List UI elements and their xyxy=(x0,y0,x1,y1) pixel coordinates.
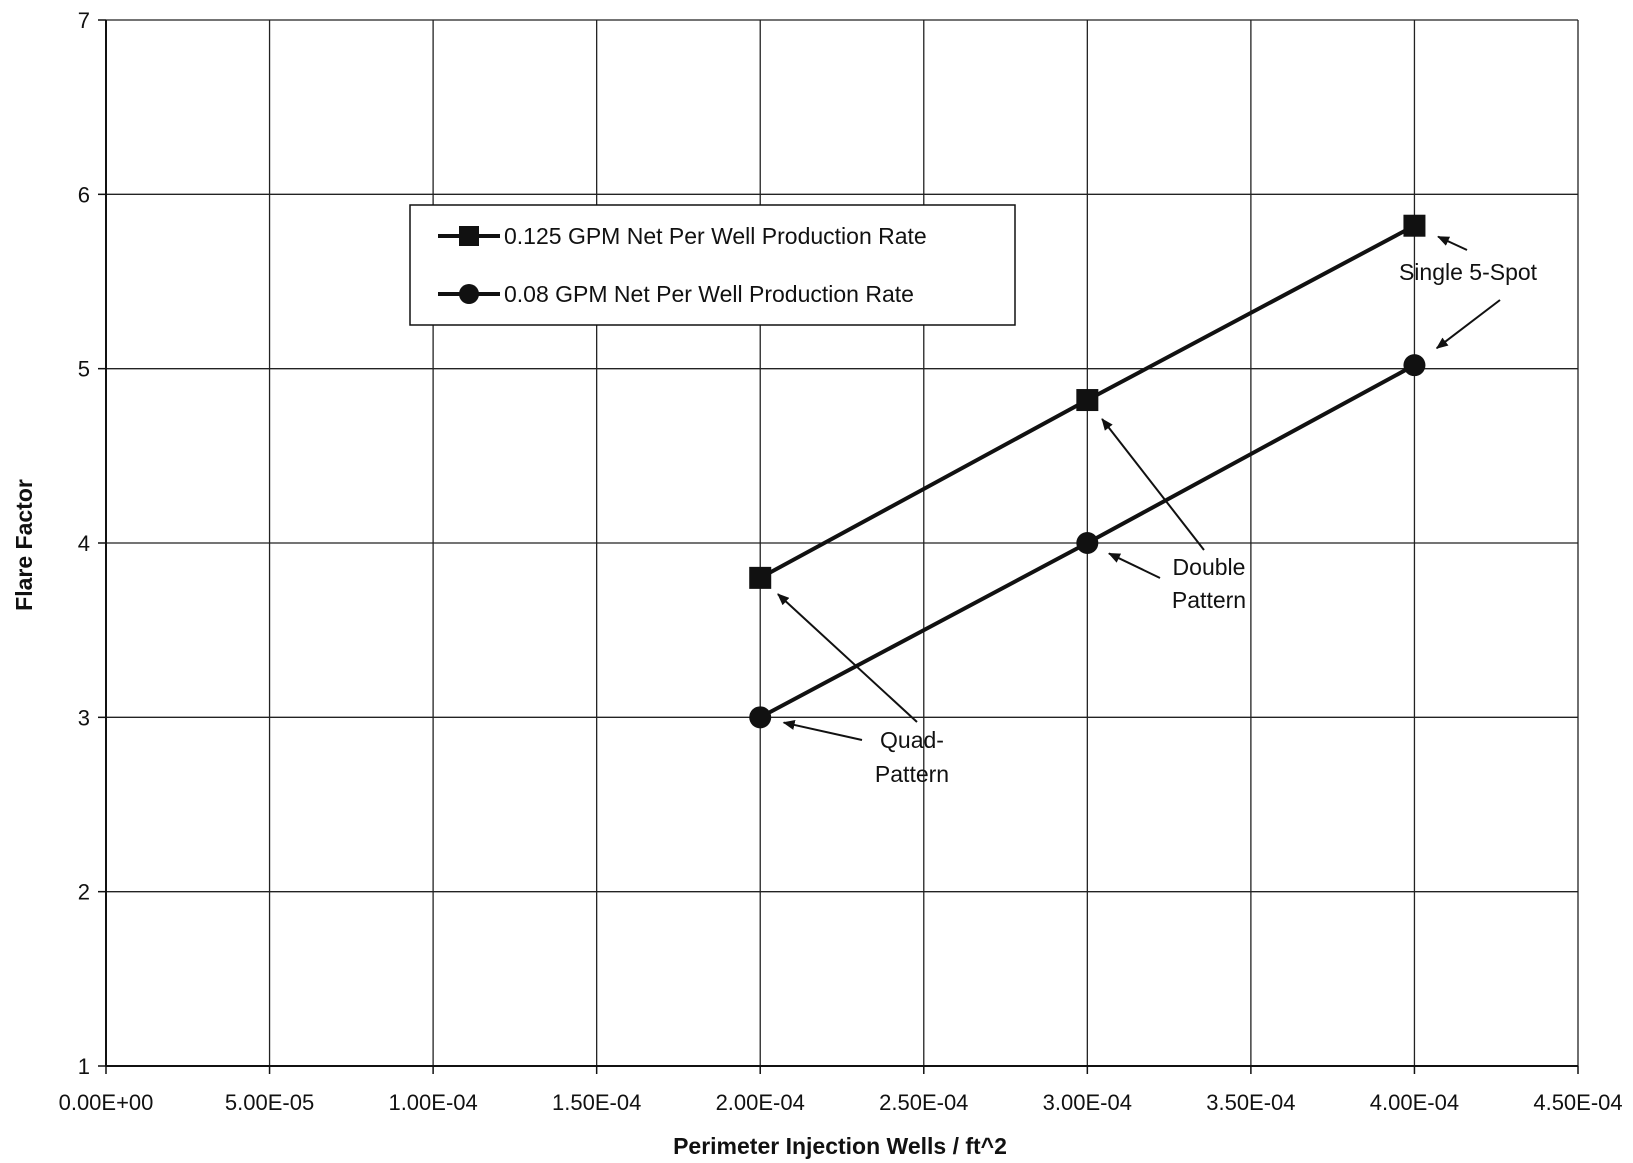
data-point-square xyxy=(1403,214,1426,237)
x-tick-label: 1.00E-04 xyxy=(388,1090,477,1115)
grid-lines xyxy=(106,19,1579,1066)
legend-label-series-1: 0.125 GPM Net Per Well Production Rate xyxy=(504,223,927,249)
annotation-arrow xyxy=(1435,299,1501,350)
y-tick-label: 1 xyxy=(78,1054,90,1079)
x-tick-label: 3.00E-04 xyxy=(1043,1090,1132,1115)
legend-label-series-2: 0.08 GPM Net Per Well Production Rate xyxy=(504,281,914,307)
y-tick-label: 5 xyxy=(78,357,90,382)
annotations xyxy=(777,235,1501,741)
y-tick-label: 4 xyxy=(78,531,90,556)
legend-marker-circle xyxy=(459,284,479,304)
y-axis-title: Flare Factor xyxy=(11,479,37,611)
x-tick-label: 2.00E-04 xyxy=(716,1090,805,1115)
axes xyxy=(98,19,1579,1074)
legend: 0.125 GPM Net Per Well Production Rate 0… xyxy=(409,204,1016,326)
annotation-arrow xyxy=(1101,418,1205,551)
data-point-square xyxy=(1076,389,1099,412)
annotation-single-5-spot: Single 5-Spot xyxy=(1399,259,1538,285)
x-tick-label: 2.50E-04 xyxy=(879,1090,968,1115)
annotation-quad-line2: Pattern xyxy=(875,761,949,787)
legend-marker-square xyxy=(459,226,479,246)
data-point-circle xyxy=(1076,532,1099,554)
annotation-arrow xyxy=(782,720,863,741)
x-tick-label: 4.00E-04 xyxy=(1370,1090,1459,1115)
x-axis-title: Perimeter Injection Wells / ft^2 xyxy=(673,1133,1007,1159)
annotation-arrow xyxy=(1437,235,1468,251)
tick-labels: 0.00E+00 5.00E-05 1.00E-04 1.50E-04 2.00E-04… xyxy=(59,8,1623,1115)
x-tick-label: 3.50E-04 xyxy=(1206,1090,1295,1115)
x-tick-label: 5.00E-05 xyxy=(225,1090,314,1115)
y-tick-label: 7 xyxy=(78,8,90,33)
y-tick-label: 2 xyxy=(78,880,90,905)
annotation-double-line2: Pattern xyxy=(1172,587,1246,613)
annotation-arrow xyxy=(777,593,918,723)
annotation-arrow xyxy=(1108,552,1161,579)
data-series xyxy=(749,214,1426,729)
data-point-circle xyxy=(1403,354,1426,377)
annotation-double-line1: Double xyxy=(1173,554,1246,580)
y-tick-label: 3 xyxy=(78,705,90,730)
legend-box xyxy=(409,204,1016,326)
x-tick-label: 0.00E+00 xyxy=(59,1090,154,1115)
x-tick-label: 1.50E-04 xyxy=(552,1090,641,1115)
y-tick-label: 6 xyxy=(78,182,90,207)
data-point-circle xyxy=(749,706,772,729)
annotation-quad-line1: Quad- xyxy=(880,727,944,753)
data-point-square xyxy=(749,566,772,589)
x-tick-label: 4.50E-04 xyxy=(1533,1090,1622,1115)
